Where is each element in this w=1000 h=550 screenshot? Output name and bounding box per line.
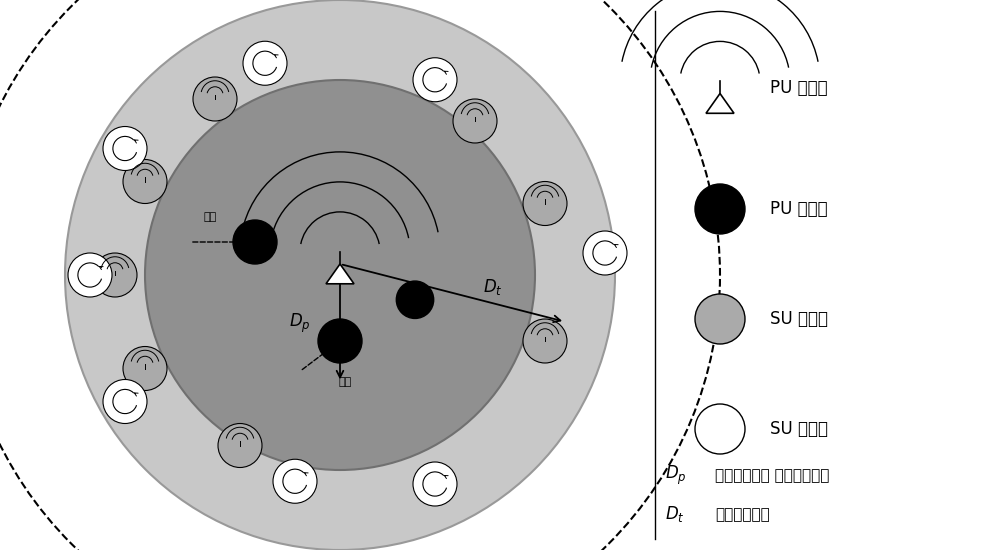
Ellipse shape bbox=[103, 126, 147, 170]
Text: SU 接收机: SU 接收机 bbox=[770, 420, 828, 438]
Ellipse shape bbox=[145, 80, 535, 470]
Text: 干扰: 干扰 bbox=[203, 212, 217, 222]
Text: SU 发射机: SU 发射机 bbox=[770, 310, 828, 328]
Ellipse shape bbox=[68, 253, 112, 297]
Polygon shape bbox=[706, 94, 734, 113]
Ellipse shape bbox=[396, 281, 434, 318]
Ellipse shape bbox=[123, 346, 167, 390]
Ellipse shape bbox=[318, 319, 362, 363]
Ellipse shape bbox=[103, 379, 147, 424]
Ellipse shape bbox=[583, 231, 627, 275]
Ellipse shape bbox=[243, 41, 287, 85]
Text: PU 接收机: PU 接收机 bbox=[770, 200, 828, 218]
Ellipse shape bbox=[695, 294, 745, 344]
Ellipse shape bbox=[453, 99, 497, 143]
Ellipse shape bbox=[123, 160, 167, 204]
Ellipse shape bbox=[413, 58, 457, 102]
Ellipse shape bbox=[193, 77, 237, 121]
Text: $D_t$: $D_t$ bbox=[665, 504, 685, 524]
Text: $D_p$: $D_p$ bbox=[665, 464, 687, 487]
Text: $D_t$: $D_t$ bbox=[483, 277, 502, 298]
Ellipse shape bbox=[93, 253, 137, 297]
Text: PU 发射机: PU 发射机 bbox=[770, 79, 828, 97]
Ellipse shape bbox=[695, 404, 745, 454]
Ellipse shape bbox=[523, 182, 567, 225]
Polygon shape bbox=[326, 264, 354, 284]
Ellipse shape bbox=[65, 0, 615, 550]
Ellipse shape bbox=[695, 184, 745, 234]
Ellipse shape bbox=[233, 220, 277, 264]
Ellipse shape bbox=[413, 462, 457, 506]
Ellipse shape bbox=[273, 459, 317, 503]
Ellipse shape bbox=[523, 319, 567, 363]
Text: 干扰: 干扰 bbox=[338, 377, 352, 387]
Text: 灰色区域外径: 灰色区域外径 bbox=[715, 507, 770, 522]
Text: $D_p$: $D_p$ bbox=[289, 311, 311, 335]
Ellipse shape bbox=[218, 424, 262, 468]
Text: 黑色区域半径 灰色区域内径: 黑色区域半径 灰色区域内径 bbox=[715, 468, 829, 483]
